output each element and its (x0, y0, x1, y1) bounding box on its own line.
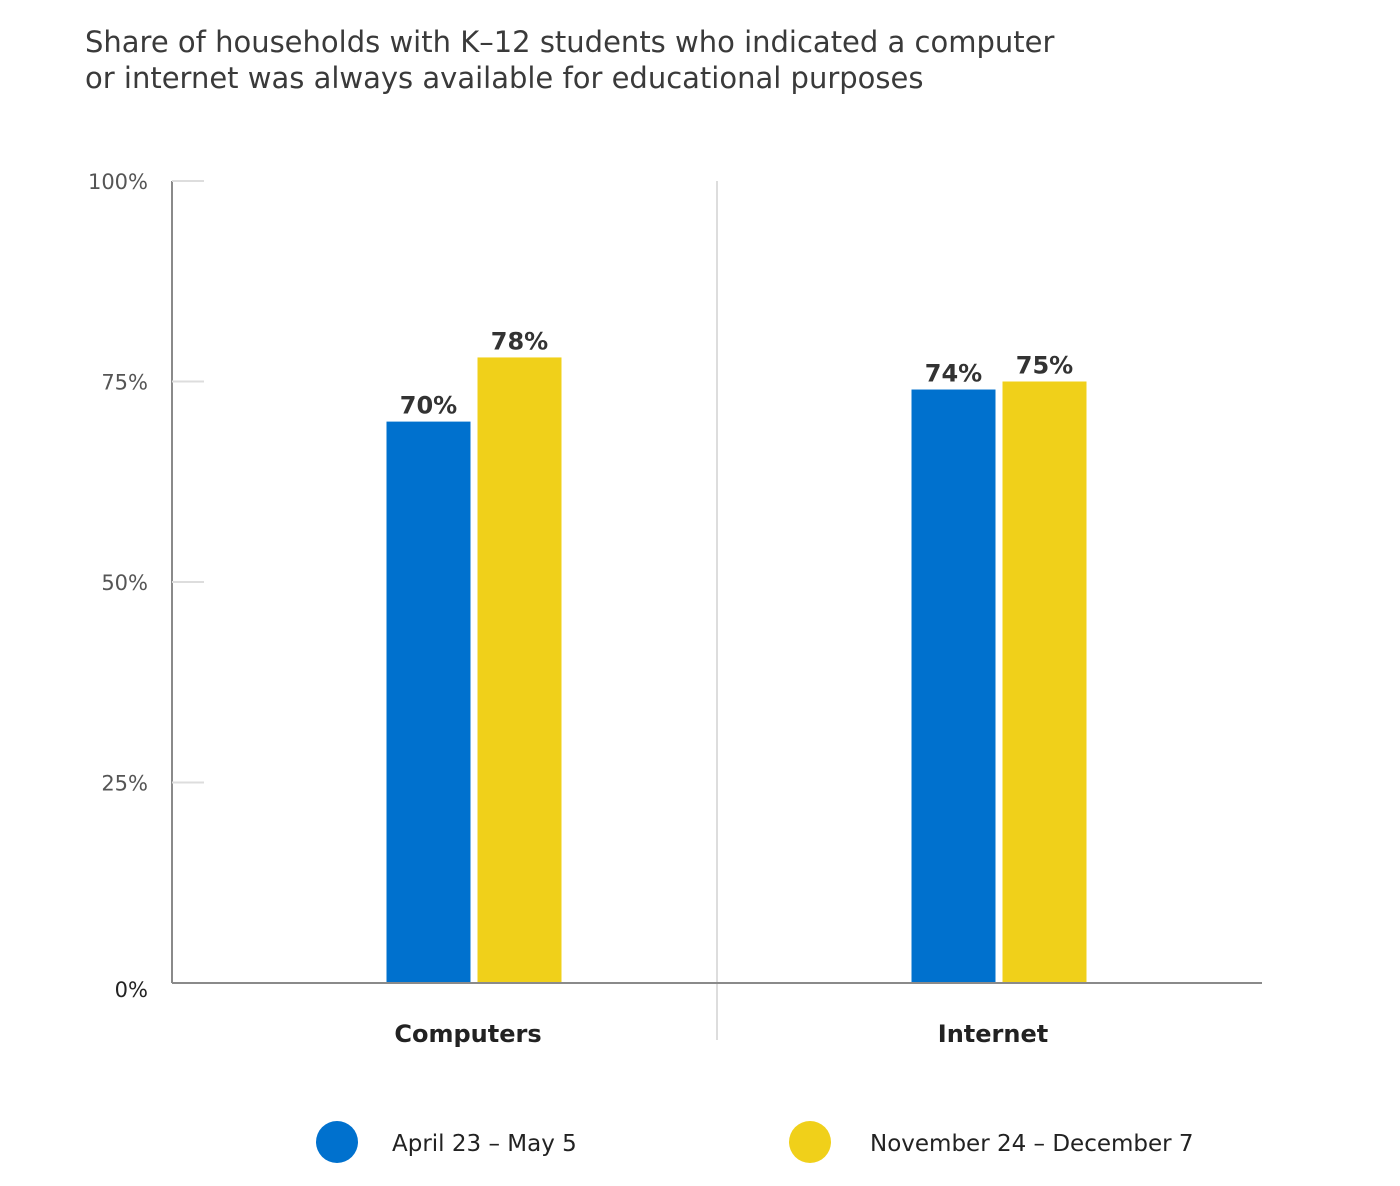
x-category-label: Computers (394, 1020, 541, 1048)
y-tick-label: 75% (101, 371, 148, 395)
x-category-label: Internet (938, 1020, 1048, 1048)
chart-title: Share of households with K–12 students w… (85, 24, 1185, 96)
bar-computers-series-1 (386, 421, 471, 984)
data-label-computers-series-2: 78% (491, 327, 548, 355)
legend-label-series-2: November 24 – December 7 (870, 1131, 1194, 1157)
chart-title-line-1: Share of households with K–12 students w… (85, 25, 1055, 59)
data-label-internet-series-2: 75% (1016, 352, 1073, 380)
data-label-internet-series-1: 74% (925, 360, 982, 388)
chart-title-line-2: or internet was always available for edu… (85, 61, 924, 95)
data-label-computers-series-1: 70% (400, 392, 457, 420)
legend-swatch-series-1 (316, 1121, 358, 1163)
y-tick-label: 50% (101, 571, 148, 595)
bar-computers-series-2 (477, 357, 562, 983)
y-tick-label: 25% (101, 772, 148, 796)
y-tick-label: 0% (115, 978, 148, 1002)
legend-swatch-series-2 (789, 1121, 831, 1163)
bar-internet-series-2 (1002, 381, 1087, 983)
bar-internet-series-1 (911, 389, 996, 983)
y-tick-label: 100% (88, 170, 148, 194)
legend-label-series-1: April 23 – May 5 (392, 1131, 577, 1157)
